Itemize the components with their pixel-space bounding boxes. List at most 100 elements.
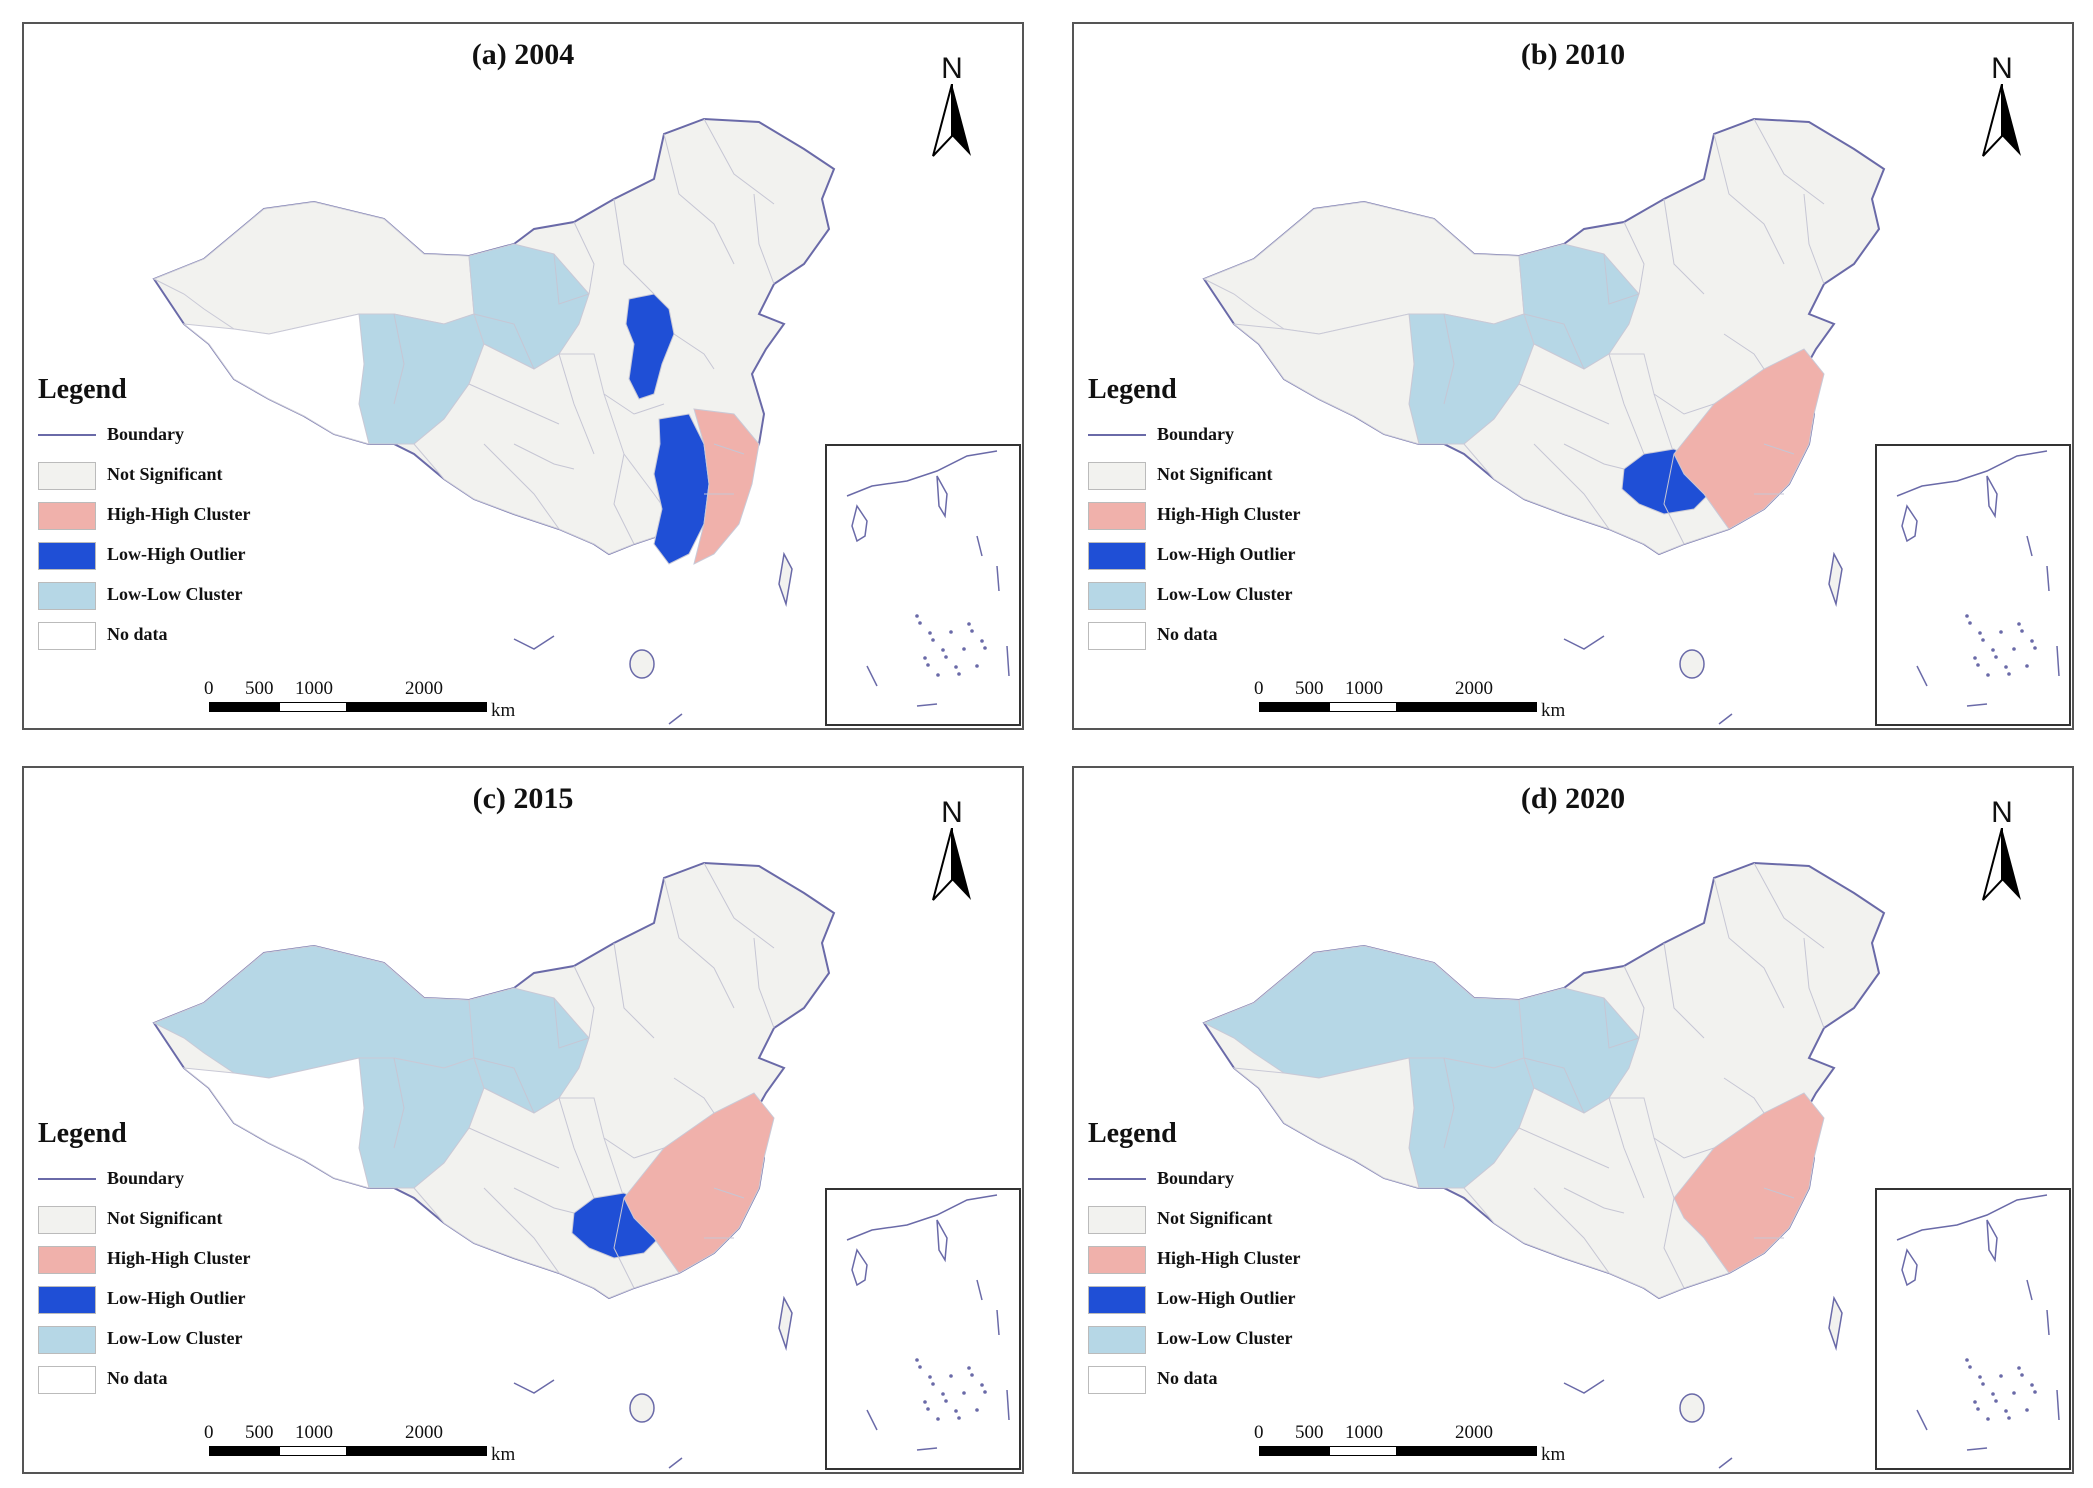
legend-item-low-low: Low-Low Cluster (38, 1322, 298, 1362)
north-arrow-icon: N (1977, 54, 2027, 164)
province-border (713, 1187, 745, 1199)
legend-swatch (1088, 542, 1146, 570)
scale-unit: km (491, 700, 516, 721)
province-border (1533, 443, 1610, 530)
china-map (1202, 861, 1886, 1469)
north-arrow-shape (932, 827, 971, 901)
province-border (1533, 1187, 1610, 1274)
coastline-detail (1563, 1379, 1733, 1469)
province-border (573, 221, 595, 295)
legend: Legend Boundary Not Significant High-High C… (38, 1118, 298, 1402)
region-tibet (182, 313, 370, 445)
province-border (573, 965, 595, 1039)
legend-label: No data (107, 624, 168, 644)
province-border (1608, 1097, 1645, 1199)
province-border (1518, 1127, 1610, 1169)
legend: Legend Boundary Not Significant High-High C… (1088, 1118, 1348, 1402)
province-border (663, 133, 735, 265)
legend-title: Legend (1088, 374, 1177, 405)
province-border (603, 1137, 665, 1159)
coastline-detail (1563, 635, 1733, 725)
legend-label: Low-Low Cluster (1157, 584, 1293, 604)
scale-tick-label: 0 (204, 678, 214, 699)
north-arrow-icon: N (927, 798, 977, 908)
legend-item-boundary: Boundary (1088, 418, 1348, 458)
south-china-sea-inset (825, 1188, 1021, 1470)
legend-item-high-high: High-High Cluster (38, 1242, 298, 1282)
map-panel-2020: (d) 2020 N Legend Boundary Not Significant… (1072, 766, 2074, 1474)
legend-swatch (1088, 502, 1146, 530)
scale-tick-label: 500 (245, 678, 274, 699)
scale-segment (279, 1446, 347, 1456)
legend-label: Low-High Outlier (1157, 544, 1296, 564)
province-border (473, 313, 535, 370)
province-border (1603, 253, 1640, 305)
legend-swatch (38, 1178, 96, 1180)
scale-tick-label: 500 (245, 1422, 274, 1443)
scale-bar: 0 500 1000 2000 km (1254, 678, 1565, 722)
legend-label: Low-High Outlier (1157, 1288, 1296, 1308)
south-china-sea-inset (825, 444, 1021, 726)
legend-swatch (38, 1326, 96, 1354)
scale-segment (1259, 702, 1329, 712)
province-border (1763, 1187, 1795, 1199)
legend-label: High-High Cluster (1157, 504, 1301, 524)
scale-segment (1329, 1446, 1397, 1456)
province-border (553, 253, 590, 305)
scale-tick-label: 500 (1295, 1422, 1324, 1443)
north-label: N (1991, 796, 2013, 829)
legend-item-boundary: Boundary (1088, 1162, 1348, 1202)
legend-swatch (1088, 1366, 1146, 1394)
province-border (1803, 937, 1825, 1029)
province-border (558, 1097, 595, 1199)
province-border (613, 198, 655, 295)
scale-segment (347, 702, 487, 712)
province-border (1663, 453, 1685, 545)
north-arrow-icon: N (1977, 798, 2027, 908)
legend-swatch (38, 462, 96, 490)
hainan-island (1679, 1393, 1705, 1423)
map-panel-2010: (b) 2010 N Legend Boundary Not Significant… (1072, 22, 2074, 730)
scale-segment (209, 1446, 279, 1456)
province-border (483, 443, 560, 530)
legend-label: Low-High Outlier (107, 544, 246, 564)
legend-item-low-high: Low-High Outlier (1088, 1282, 1348, 1322)
province-border (1443, 313, 1455, 405)
province-border (553, 997, 590, 1049)
legend-swatch (38, 582, 96, 610)
province-border (1623, 221, 1645, 295)
legend-item-boundary: Boundary (38, 1162, 298, 1202)
province-border (1653, 1137, 1715, 1159)
legend-label: Low-Low Cluster (1157, 1328, 1293, 1348)
map-panel-2015: (c) 2015 N Legend Boundary Not Significant… (22, 766, 1024, 1474)
province-border (1623, 965, 1645, 1039)
province-border (1663, 942, 1705, 1039)
province-border (1713, 877, 1785, 1009)
legend-label: High-High Cluster (1157, 1248, 1301, 1268)
scale-tick-label: 0 (204, 1422, 214, 1443)
province-border (1563, 443, 1625, 470)
scale-segment (209, 702, 279, 712)
province-border (713, 443, 745, 455)
legend-label: No data (1157, 1368, 1218, 1388)
province-border (468, 383, 560, 425)
legend-label: Not Significant (1157, 1208, 1273, 1228)
legend-swatch (38, 1246, 96, 1274)
legend-item-high-high: High-High Cluster (1088, 498, 1348, 538)
panel-title: (c) 2015 (472, 782, 574, 815)
china-map (1202, 117, 1886, 725)
province-border (1723, 333, 1765, 370)
scale-tick-label: 500 (1295, 678, 1324, 699)
scale-tick-label: 0 (1254, 1422, 1264, 1443)
province-border (603, 393, 665, 415)
province-border (1753, 118, 1825, 205)
province-border (1763, 443, 1795, 455)
scale-tick-label: 1000 (295, 678, 333, 699)
province-border (1523, 1057, 1585, 1114)
legend-swatch (1088, 462, 1146, 490)
legend-swatch (38, 1366, 96, 1394)
panel-title: (a) 2004 (471, 38, 575, 71)
hainan-island (629, 649, 655, 679)
north-arrow-shape (1982, 83, 2021, 157)
region-central-strip (653, 413, 710, 565)
